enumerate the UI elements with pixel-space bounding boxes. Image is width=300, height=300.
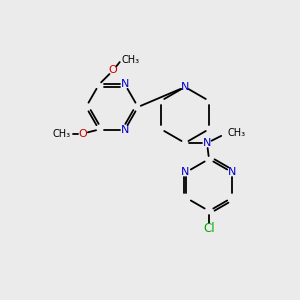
Text: N: N	[121, 80, 129, 89]
Text: N: N	[228, 167, 237, 177]
Text: CH₃: CH₃	[121, 56, 139, 65]
Text: O: O	[79, 128, 87, 139]
Text: O: O	[109, 65, 117, 76]
Text: CH₃: CH₃	[53, 128, 71, 139]
Text: N: N	[181, 82, 189, 92]
Text: N: N	[121, 124, 129, 134]
Text: N: N	[203, 138, 211, 148]
Text: CH₃: CH₃	[227, 128, 245, 138]
Text: N: N	[181, 167, 190, 177]
Text: Cl: Cl	[203, 223, 215, 236]
